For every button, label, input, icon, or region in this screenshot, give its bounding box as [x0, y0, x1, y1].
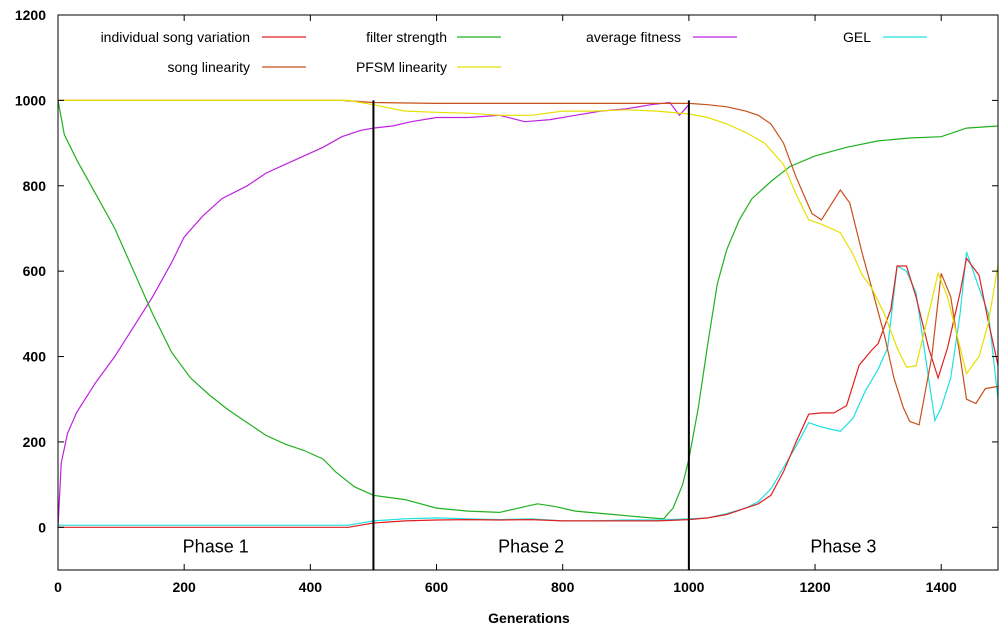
- series-line-song-linearity: [58, 99, 999, 426]
- legend: individual song variation song linearity f…: [101, 29, 927, 75]
- x-tick-label: 600: [425, 579, 449, 595]
- phase-boundaries: [372, 100, 690, 570]
- x-tick-label: 1400: [926, 579, 957, 595]
- series-line-pfsm-linearity: [58, 99, 999, 375]
- x-tick-label: 400: [299, 579, 323, 595]
- legend-label: GEL: [843, 29, 871, 45]
- x-tick-label: 0: [54, 579, 62, 595]
- phase-labels: Phase 1 Phase 2 Phase 3: [183, 537, 877, 557]
- phase-label: Phase 2: [498, 537, 564, 557]
- axis-ticks: 0 200 400 600 800 1000 1200 1400 0 200 400 600 800 10…: [15, 7, 998, 595]
- y-tick-label: 800: [23, 178, 47, 194]
- series-line-average-fitness: [57, 101, 690, 528]
- x-tick-label: 1200: [799, 579, 830, 595]
- chart-marks: [57, 99, 999, 528]
- x-tick-label: 200: [172, 579, 196, 595]
- series-line-individual-song-variation: [58, 256, 999, 528]
- phase-label: Phase 1: [183, 537, 249, 557]
- y-tick-label: 1200: [15, 7, 46, 23]
- phase-label: Phase 3: [810, 537, 876, 557]
- series-line-gel: [58, 251, 999, 526]
- plot-frame: [57, 14, 999, 571]
- y-tick-label: 200: [23, 434, 47, 450]
- series-line-filter-strength: [57, 100, 999, 520]
- y-tick-label: 400: [23, 349, 47, 365]
- x-tick-label: 800: [551, 579, 575, 595]
- legend-label: individual song variation: [101, 29, 250, 45]
- x-axis-label: Generations: [488, 610, 570, 626]
- x-tick-label: 1000: [673, 579, 704, 595]
- y-tick-label: 600: [23, 263, 47, 279]
- legend-label: song linearity: [168, 59, 251, 75]
- y-tick-label: 0: [38, 519, 46, 535]
- legend-label: average fitness: [586, 29, 681, 45]
- legend-label: PFSM linearity: [356, 59, 447, 75]
- y-tick-label: 1000: [15, 92, 46, 108]
- legend-label: filter strength: [366, 29, 447, 45]
